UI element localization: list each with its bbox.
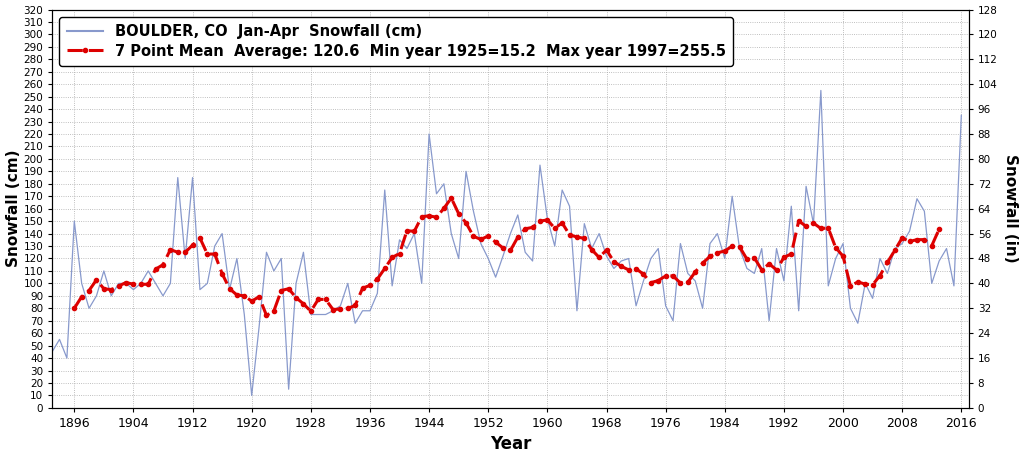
Y-axis label: Snowfall (cm): Snowfall (cm) — [5, 150, 20, 268]
Y-axis label: Snowfall (in): Snowfall (in) — [1004, 154, 1019, 263]
Legend: BOULDER, CO  Jan-Apr  Snowfall (cm), 7 Point Mean  Average: 120.6  Min year 1925: BOULDER, CO Jan-Apr Snowfall (cm), 7 Poi… — [59, 17, 733, 66]
X-axis label: Year: Year — [489, 436, 531, 453]
